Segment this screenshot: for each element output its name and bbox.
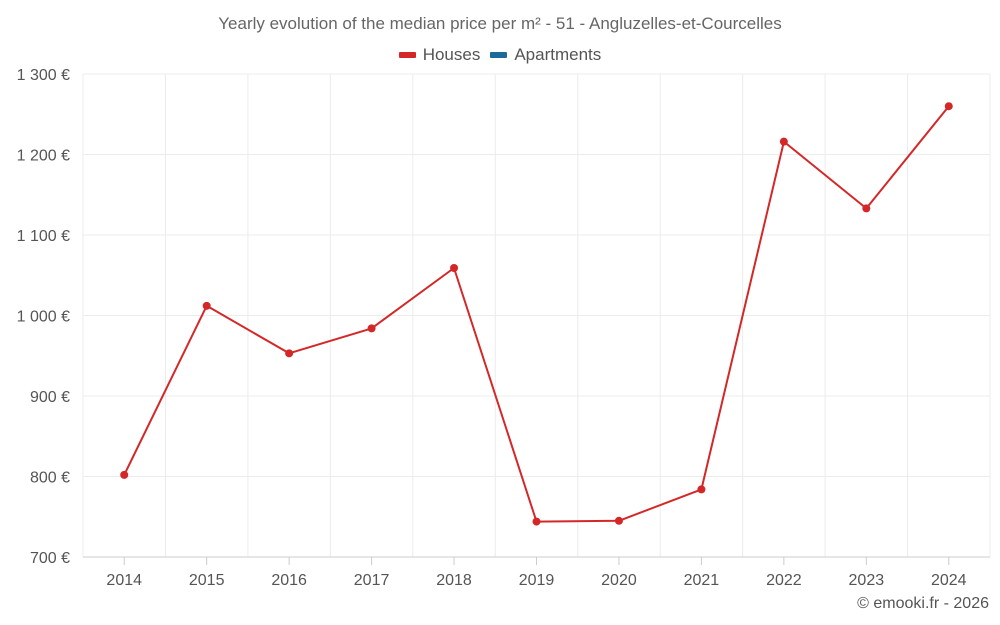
data-point (367, 324, 376, 333)
data-point (202, 301, 211, 310)
y-tick-label: 900 € (30, 389, 70, 406)
chart-title: Yearly evolution of the median price per… (218, 14, 782, 33)
data-point (120, 470, 129, 479)
x-tick-label: 2023 (849, 572, 885, 589)
legend-swatch-houses (398, 52, 416, 58)
y-tick-label: 1 200 € (17, 148, 70, 165)
y-tick-label: 700 € (30, 550, 70, 567)
x-tick-label: 2014 (106, 572, 142, 589)
y-tick-label: 1 300 € (17, 67, 70, 84)
legend: Houses Apartments (0, 45, 1000, 65)
data-point (697, 485, 706, 494)
data-point (450, 264, 459, 273)
data-point (614, 516, 623, 525)
x-tick-label: 2016 (271, 572, 307, 589)
y-tick-label: 1 000 € (17, 309, 70, 326)
copyright-notice: © emooki.fr - 2026 (857, 595, 989, 612)
x-tick-label: 2022 (766, 572, 802, 589)
x-tick-label: 2020 (601, 572, 637, 589)
data-point (944, 102, 953, 111)
y-tick-label: 800 € (30, 470, 70, 487)
x-tick-label: 2015 (189, 572, 225, 589)
y-tick-label: 1 100 € (17, 228, 70, 245)
data-point (285, 349, 294, 358)
x-tick-label: 2018 (436, 572, 472, 589)
data-point (862, 204, 871, 213)
legend-swatch-apartments (490, 52, 508, 58)
legend-label-apartments: Apartments (514, 45, 602, 64)
x-tick-label: 2024 (931, 572, 967, 589)
data-point (532, 517, 541, 526)
legend-label-houses: Houses (422, 45, 481, 64)
x-tick-label: 2019 (519, 572, 555, 589)
data-point (779, 137, 788, 146)
x-tick-label: 2021 (684, 572, 720, 589)
legend-item-apartments[interactable]: Apartments (490, 45, 601, 65)
legend-item-houses[interactable]: Houses (398, 45, 481, 65)
x-tick-label: 2017 (354, 572, 390, 589)
